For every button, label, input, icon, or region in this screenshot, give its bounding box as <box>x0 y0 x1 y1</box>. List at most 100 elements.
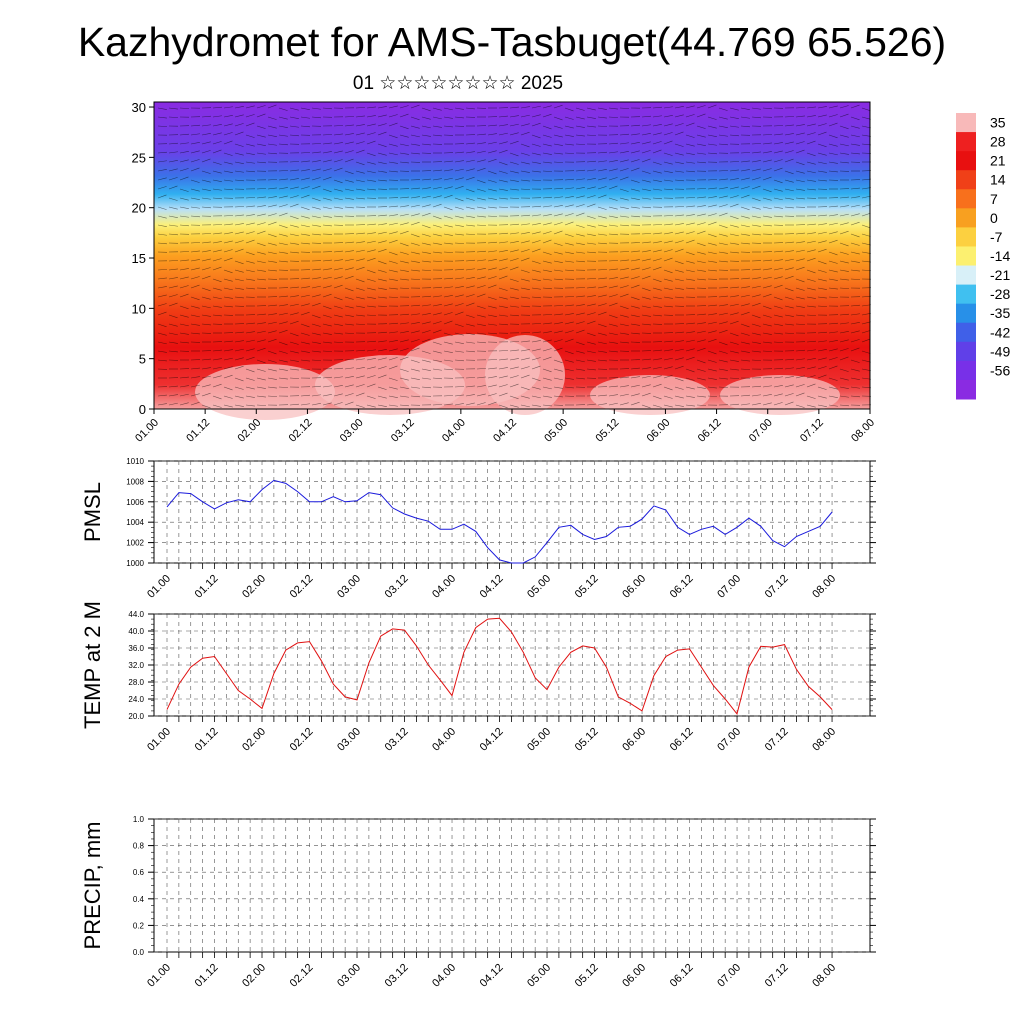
wind-barb <box>685 287 695 290</box>
wind-barb <box>487 158 497 163</box>
wind-barb <box>564 204 574 208</box>
wind-barb <box>190 179 200 183</box>
wind-barb <box>234 114 244 118</box>
wind-barb <box>476 215 486 218</box>
wind-barb <box>586 303 596 307</box>
wind-barb <box>267 204 277 208</box>
wind-barb <box>564 178 574 181</box>
wind-barb <box>157 125 167 127</box>
wind-barb <box>663 152 673 156</box>
wind-barb <box>223 114 233 118</box>
wind-barb <box>421 377 431 380</box>
wind-barb <box>509 296 519 300</box>
wind-barb <box>388 170 398 173</box>
wind-barb <box>817 331 827 334</box>
wind-barb <box>388 239 398 244</box>
wind-barb <box>168 268 178 271</box>
wind-barb <box>234 287 244 290</box>
wind-barb <box>278 295 288 298</box>
wind-barb <box>256 347 266 352</box>
wind-barb <box>839 143 849 147</box>
wind-barb <box>498 179 508 183</box>
wind-barb <box>168 260 178 262</box>
wind-barb <box>828 296 838 298</box>
wind-barb <box>410 377 420 381</box>
wind-barb <box>476 188 486 192</box>
wind-barb <box>850 260 860 263</box>
wind-barb <box>751 385 761 388</box>
wind-barb <box>465 341 475 344</box>
wind-barb <box>234 340 244 343</box>
wind-barb <box>817 131 827 136</box>
x-tick-label: 07.12 <box>763 962 791 990</box>
wind-barb <box>333 267 343 271</box>
wind-barb <box>762 293 772 298</box>
wind-barb <box>487 124 497 127</box>
wind-barb <box>201 115 211 118</box>
x-tick-label: 06.12 <box>696 417 724 445</box>
wind-barb <box>817 366 827 370</box>
wind-barb <box>806 123 816 127</box>
wind-barb <box>861 195 871 199</box>
wind-barb <box>531 205 541 208</box>
wind-barb <box>861 178 871 181</box>
wind-barb <box>388 260 398 264</box>
wind-barb <box>245 260 255 264</box>
wind-barb <box>619 168 629 172</box>
wind-barb <box>685 161 695 164</box>
wind-barb <box>553 305 563 307</box>
wind-barb <box>487 188 497 192</box>
wind-barb <box>652 179 662 183</box>
wind-barb <box>575 134 585 137</box>
wind-barb <box>443 215 453 219</box>
wind-barb <box>179 197 189 201</box>
wind-barb <box>795 197 805 200</box>
wind-barb <box>663 395 673 399</box>
y-tick-label: 0 <box>139 402 146 417</box>
wind-barb <box>652 349 662 352</box>
wind-barb <box>520 257 530 262</box>
wind-barb <box>234 223 244 226</box>
wind-barb <box>762 168 772 172</box>
wind-barb <box>542 377 552 381</box>
wind-barb <box>817 395 827 399</box>
wind-barb <box>322 188 332 193</box>
wind-barb <box>223 249 233 253</box>
wind-barb <box>630 323 640 326</box>
wind-barb <box>399 230 409 235</box>
wind-barb <box>784 170 794 175</box>
wind-barb <box>267 350 277 355</box>
wind-barb <box>179 341 189 344</box>
y-tick-label: 1008 <box>126 477 144 486</box>
wind-barb <box>663 123 673 127</box>
wind-barb <box>861 304 871 307</box>
wind-barb <box>784 250 794 253</box>
wind-barb <box>663 215 673 217</box>
wind-barb <box>531 134 541 139</box>
wind-barb <box>432 242 442 245</box>
wind-barb <box>377 214 387 217</box>
wind-barb <box>663 305 673 308</box>
wind-barb <box>641 150 651 154</box>
wind-barb <box>520 269 530 273</box>
wind-barb <box>707 152 717 155</box>
wind-barb <box>377 240 387 244</box>
wind-barb <box>289 359 299 362</box>
wind-barb <box>751 143 761 145</box>
wind-barb <box>278 350 288 354</box>
wind-barb <box>245 368 255 373</box>
wind-barb <box>861 251 871 254</box>
wind-barb <box>509 232 519 235</box>
wind-barb <box>179 206 189 210</box>
wind-barb <box>432 321 442 325</box>
wind-barb <box>586 195 596 199</box>
wind-barb <box>234 143 244 147</box>
wind-barb <box>487 393 497 397</box>
wind-barb <box>608 185 618 190</box>
wind-barb <box>542 356 552 361</box>
wind-barb <box>300 341 310 345</box>
wind-barb <box>443 186 453 190</box>
wind-barb <box>190 296 200 301</box>
wind-barb <box>399 395 409 398</box>
wind-barb <box>157 168 167 172</box>
